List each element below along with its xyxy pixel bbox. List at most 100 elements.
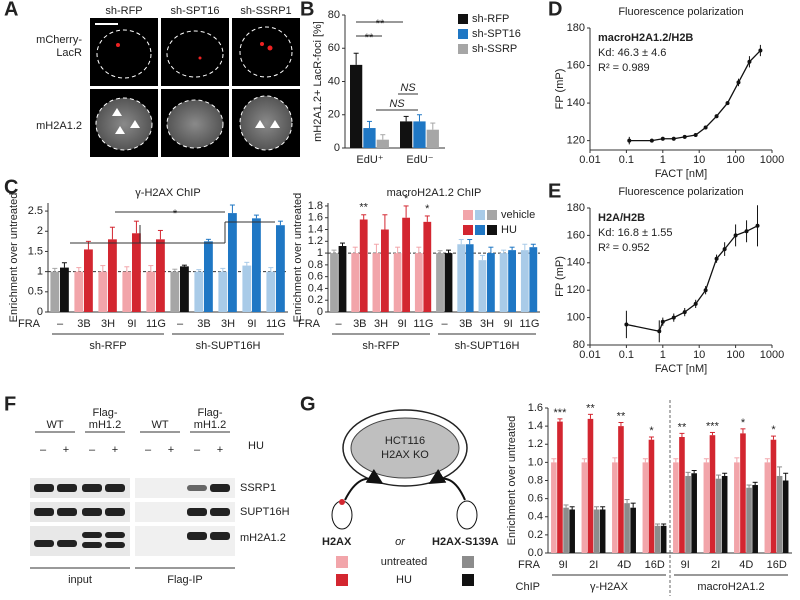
data-point — [722, 247, 727, 252]
y-tick-label: 0.6 — [308, 271, 323, 283]
microscopy-images — [90, 18, 300, 157]
annotation: ** — [359, 202, 368, 214]
x-tick-label: 3H — [101, 318, 115, 330]
x-tick-label: 11G — [146, 318, 166, 330]
legend-label: sh-RFP — [472, 13, 509, 25]
bar — [350, 64, 363, 148]
group-label: macroH2A1.2 — [697, 581, 764, 593]
data-point — [703, 288, 708, 293]
x-tick-label: – — [442, 318, 449, 330]
bar — [266, 271, 276, 312]
group-label: sh-SUPT16H — [455, 340, 520, 352]
y-tick-label: 0 — [37, 306, 43, 318]
y-tick-label: 0.0 — [528, 547, 543, 559]
x-tick-label: 1 — [660, 154, 666, 166]
data-point — [758, 48, 763, 53]
cell-label: H2AX KO — [381, 449, 429, 461]
bar — [372, 253, 381, 312]
y-tick-label: 1.2 — [528, 438, 543, 450]
treatment-sign: + — [217, 444, 223, 456]
bar — [60, 267, 69, 312]
group-label: Flag- — [92, 407, 117, 419]
row-label: mH2A1.2 — [36, 120, 82, 132]
bar — [551, 462, 557, 553]
y-tick-label: 1.6 — [528, 402, 543, 414]
x-tick-label: 10 — [693, 349, 705, 361]
protein-label: SSRP1 — [240, 482, 276, 494]
bar — [108, 239, 117, 312]
cell-diagram — [331, 409, 478, 530]
x-tick-label: 3B — [77, 318, 90, 330]
data-point — [671, 315, 676, 320]
legend-swatch — [462, 556, 474, 568]
legend-swatch — [475, 210, 485, 220]
annotation: ** — [678, 421, 687, 433]
y-axis-label: Enrichment over untreated — [506, 416, 518, 546]
y-tick-label: 140 — [567, 257, 585, 269]
data-point — [693, 301, 698, 306]
annotation: * — [741, 417, 746, 429]
row-label: LacR — [56, 47, 82, 59]
bar — [338, 246, 347, 312]
x-axis-label: FRA — [298, 318, 321, 330]
x-tick-label: 0.1 — [619, 154, 634, 166]
bar — [146, 271, 156, 312]
y-tick-label: 1.4 — [308, 223, 323, 235]
bar — [194, 271, 204, 312]
bar — [563, 507, 569, 553]
x-tick-label: 3B — [353, 318, 366, 330]
bar — [330, 253, 338, 312]
y-axis-label: FP (mP) — [554, 256, 566, 297]
bracket — [70, 211, 275, 244]
y-axis-label: FP (mP) — [554, 69, 566, 110]
variant-label: H2AX-S139A — [432, 536, 499, 548]
y-tick-label: 2 — [37, 225, 43, 237]
condition-label: untreated — [381, 556, 427, 568]
treatment-sign: + — [168, 444, 174, 456]
data-point — [671, 136, 676, 141]
data-point — [703, 125, 708, 130]
y-axis-label: Enrichment over untreated — [292, 193, 304, 323]
x-tick-label: – — [177, 318, 184, 330]
bar — [363, 128, 376, 148]
column-label: sh-RFP — [105, 5, 142, 17]
x-axis-label: FACT [nM] — [655, 363, 707, 375]
bar — [508, 250, 517, 312]
data-point — [725, 101, 730, 106]
legend-swatch — [458, 29, 468, 39]
bar — [402, 217, 411, 312]
bar — [414, 253, 423, 312]
bar — [529, 247, 538, 312]
x-tick-label: 9I — [559, 559, 568, 571]
annotation: *** — [706, 420, 720, 432]
annotation: Kd: 16.8 ± 1.55 — [598, 227, 673, 239]
x-tick-label: EdU⁻ — [406, 154, 433, 166]
legend-label: vehicle — [501, 209, 535, 221]
panel-label: B — [300, 0, 314, 20]
bar — [423, 221, 432, 312]
y-axis-label: Enrichment over untreated — [8, 193, 20, 323]
bar — [444, 253, 453, 312]
y-tick-label: 0.4 — [308, 282, 323, 294]
bar — [228, 213, 237, 312]
data-point — [624, 322, 629, 327]
bar — [715, 478, 722, 553]
group-label: WT — [46, 419, 63, 431]
panel-label: E — [548, 180, 561, 202]
bar — [557, 421, 563, 553]
bar — [691, 473, 697, 553]
bar — [465, 244, 474, 312]
x-tick-label: 1000 — [760, 154, 784, 166]
y-tick-label: 100 — [567, 312, 585, 324]
panel-label: G — [300, 393, 316, 415]
bar — [520, 250, 529, 312]
y-tick-label: 1.2 — [308, 235, 323, 247]
bar — [740, 433, 746, 553]
legend-swatch — [487, 225, 497, 235]
x-tick-label: 9I — [247, 318, 256, 330]
bar — [359, 219, 368, 312]
y-tick-label: 60 — [328, 42, 340, 54]
y-tick-label: 0 — [317, 306, 323, 318]
bar — [642, 462, 649, 553]
